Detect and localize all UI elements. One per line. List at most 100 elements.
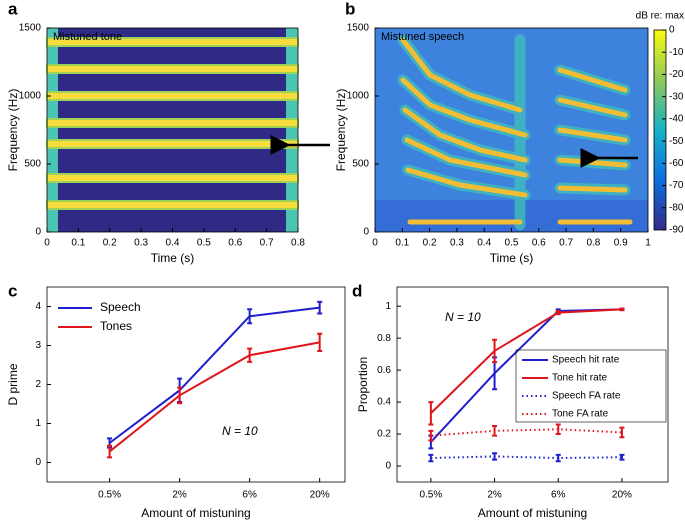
speech-spectrogram	[375, 28, 648, 232]
colorbar-tick-label: -90	[669, 225, 684, 236]
y-tick-label: 0.2	[377, 429, 391, 440]
error-bar	[428, 453, 434, 463]
x-tick-label: 0.1	[395, 238, 409, 249]
x-tick-label: 2%	[172, 490, 187, 501]
y-tick-label: 0.6	[377, 365, 391, 376]
x-tick-label: 0.4	[477, 238, 491, 249]
x-tick-label: 0.8	[291, 238, 305, 249]
error-bar	[247, 347, 253, 363]
x-axis-label: Amount of mistuning	[141, 506, 250, 520]
legend-label: Speech hit rate	[552, 355, 620, 366]
colorbar-tick-label: -80	[669, 202, 684, 213]
error-bar	[247, 308, 253, 325]
y-axis-label: Frequency (Hz)	[334, 89, 348, 172]
x-tick-label: 0.4	[166, 238, 180, 249]
x-tick-label: 0.3	[134, 238, 148, 249]
x-tick-label: 0.7	[559, 238, 573, 249]
error-bar	[555, 423, 561, 436]
y-tick-label: 0.8	[377, 333, 391, 344]
colorbar-label: dB re: max	[636, 11, 684, 22]
x-tick-label: 1	[645, 238, 651, 249]
colorbar-tick-label: -20	[669, 69, 684, 80]
x-axis-label: Time (s)	[490, 251, 534, 265]
tone-spectrogram	[46, 28, 299, 232]
x-axis-label: Amount of mistuning	[478, 506, 587, 520]
error-bar	[492, 452, 498, 461]
panel-label: b	[345, 0, 355, 18]
y-tick-label: 1000	[19, 91, 42, 102]
x-tick-label: 0.2	[103, 238, 117, 249]
x-tick-label: 2%	[487, 490, 502, 501]
error-bar	[555, 453, 561, 463]
x-tick-label: 0.3	[450, 238, 464, 249]
colorbar-tick-label: -40	[669, 114, 684, 125]
y-tick-label: 0	[385, 461, 391, 472]
x-tick-label: 0.5	[505, 238, 519, 249]
y-tick-label: 0.4	[377, 397, 391, 408]
error-bar	[317, 300, 323, 315]
y-tick-label: 1	[385, 301, 391, 312]
error-bar	[619, 426, 625, 439]
x-tick-label: 0	[372, 238, 378, 249]
x-tick-label: 0.6	[532, 238, 546, 249]
panel-title: Mistuned speech	[381, 31, 464, 43]
legend-label: Speech	[100, 300, 141, 314]
error-bar	[177, 386, 183, 405]
panel-label: d	[352, 281, 362, 300]
error-bar	[428, 401, 434, 426]
colorbar-tick-label: -10	[669, 47, 684, 58]
error-bar	[619, 307, 625, 312]
y-tick-label: 0	[35, 227, 41, 238]
x-tick-label: 0.9	[614, 238, 628, 249]
series-line	[430, 455, 622, 460]
panel-title: Mistuned tone	[53, 31, 122, 43]
y-tick-label: 1500	[347, 23, 370, 34]
colorbar	[653, 29, 667, 231]
y-tick-label: 0	[35, 457, 41, 468]
y-tick-label: 4	[35, 301, 41, 312]
y-tick-label: 1500	[19, 23, 42, 34]
y-axis-label: Proportion	[356, 357, 370, 412]
axes-box	[396, 286, 669, 483]
x-tick-label: 0.8	[586, 238, 600, 249]
colorbar-tick-label: -60	[669, 158, 684, 169]
x-tick-label: 0.5%	[98, 490, 121, 501]
panel-label: c	[8, 281, 17, 300]
y-tick-label: 1000	[347, 91, 370, 102]
legend-label: Tone FA rate	[552, 409, 609, 420]
error-bar	[492, 338, 498, 364]
axes-box	[46, 286, 346, 483]
axes-box	[374, 27, 649, 233]
colorbar-tick-label: -70	[669, 180, 684, 191]
x-tick-label: 0.5%	[419, 490, 442, 501]
error-bar	[492, 425, 498, 437]
x-tick-label: 20%	[310, 490, 330, 501]
error-bar	[428, 429, 434, 442]
error-bar	[317, 332, 323, 352]
panel-label: a	[8, 0, 18, 18]
y-tick-label: 500	[24, 159, 41, 170]
annotation: N = 10	[222, 424, 258, 438]
series-line	[430, 308, 622, 414]
x-tick-label: 0.1	[71, 238, 85, 249]
legend-label: Tone hit rate	[552, 373, 607, 384]
legend-box	[515, 349, 667, 423]
x-tick-label: 0.2	[423, 238, 437, 249]
error-bar	[619, 453, 625, 461]
error-bar	[555, 309, 561, 316]
y-tick-label: 3	[35, 340, 41, 351]
y-tick-label: 1	[35, 418, 41, 429]
colorbar-tick-label: 0	[669, 25, 675, 36]
x-tick-label: 0	[44, 238, 50, 249]
series-line	[108, 341, 320, 453]
x-tick-label: 20%	[612, 490, 632, 501]
series-line	[108, 306, 320, 444]
x-tick-label: 0.5	[197, 238, 211, 249]
x-tick-label: 6%	[242, 490, 257, 501]
colorbar-tick-label: -30	[669, 91, 684, 102]
legend-label: Tones	[100, 319, 132, 333]
y-axis-label: D prime	[6, 363, 20, 405]
series-line	[430, 428, 622, 437]
x-tick-label: 0.7	[260, 238, 274, 249]
